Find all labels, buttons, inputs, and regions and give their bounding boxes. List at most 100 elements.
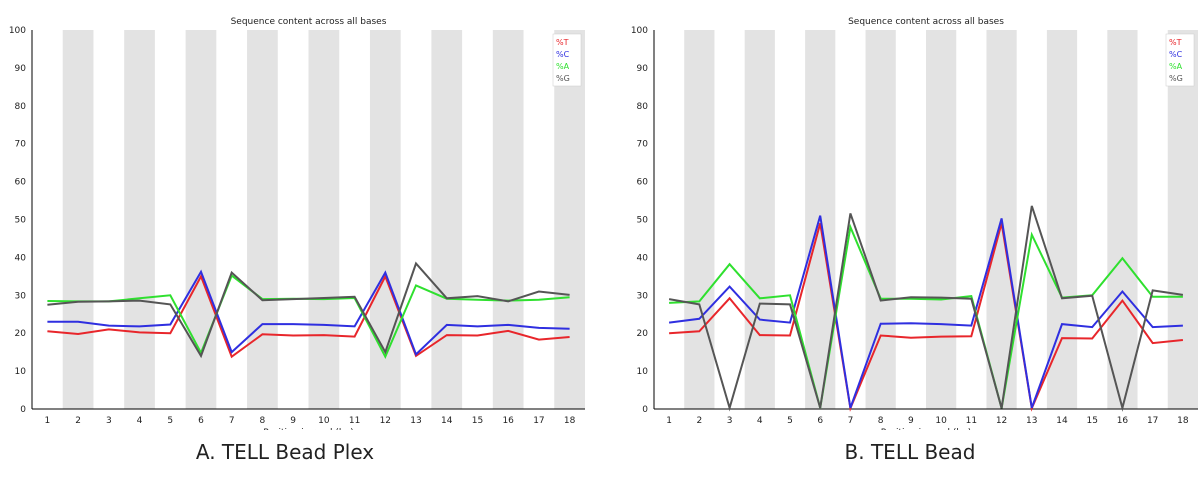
grid-band [247, 30, 278, 409]
legend-entry: %A [1169, 62, 1183, 71]
y-tick-label: 40 [15, 253, 27, 263]
y-tick-label: 100 [9, 26, 26, 36]
legend-entry: %A [556, 62, 570, 71]
y-tick-label: 90 [15, 64, 27, 74]
grid-band [124, 30, 155, 409]
legend-box [1165, 33, 1195, 87]
y-tick-label: 60 [637, 178, 649, 188]
chart-a-tell-bead-plex: Sequence content across all bases 0 10 20 30… [9, 17, 585, 430]
x-tick-label: 6 [198, 416, 204, 426]
x-tick-label: 18 [564, 416, 576, 426]
series-line-pct-c [668, 215, 1183, 409]
x-tick-label: 15 [1086, 416, 1097, 426]
x-tick-label: 2 [75, 416, 81, 426]
legend-box [552, 33, 582, 87]
chart-title: Sequence content across all bases [848, 17, 1004, 27]
x-tick-label: 16 [1117, 416, 1129, 426]
legend-entry: %T [1169, 38, 1182, 47]
y-tick-label: 30 [15, 291, 27, 301]
grid-band [369, 30, 401, 409]
y-tick-label: 70 [15, 140, 27, 150]
grid-band [554, 30, 585, 409]
y-tick-label: 100 [631, 26, 648, 36]
x-tick-label: 16 [502, 416, 514, 426]
y-tick-label: 20 [15, 329, 27, 339]
x-tick-label: 1 [44, 416, 50, 426]
x-tick-label: 13 [410, 416, 421, 426]
series-line-pct-t [47, 273, 570, 359]
x-tick-label: 17 [1147, 416, 1158, 426]
grid-band [62, 30, 94, 409]
series-line-pct-t [669, 223, 1184, 412]
y-tick-label: 10 [15, 367, 27, 377]
y-tick-label: 50 [637, 216, 649, 226]
legend-entry: %G [556, 74, 570, 83]
grid-band [185, 30, 217, 409]
x-axis-label: Position in read (bp) [263, 428, 354, 430]
chart-b-tell-bead: Sequence content across all bases 0 10 20 30… [631, 17, 1198, 430]
grid-band [492, 30, 524, 409]
grid-band [926, 30, 957, 409]
grid-band [744, 30, 775, 409]
x-tick-label: 5 [787, 416, 793, 426]
x-tick-label: 15 [472, 416, 483, 426]
panel-caption-b: B. TELL Bead [844, 440, 976, 464]
x-tick-label: 4 [137, 416, 143, 426]
legend-entry: %C [556, 50, 570, 59]
x-tick-label: 11 [966, 416, 977, 426]
series-line-pct-g [668, 205, 1184, 412]
grid-band [431, 30, 463, 409]
x-tick-label: 2 [696, 416, 702, 426]
x-tick-label: 3 [727, 416, 733, 426]
y-tick-label: 20 [637, 329, 649, 339]
x-tick-label: 8 [878, 416, 884, 426]
x-tick-label: 8 [260, 416, 266, 426]
chart-title: Sequence content across all bases [231, 17, 387, 27]
x-tick-label: 6 [817, 416, 823, 426]
x-tick-label: 10 [318, 416, 330, 426]
y-tick-label: 10 [637, 367, 649, 377]
y-tick-label: 0 [642, 405, 648, 415]
legend-entry: %T [556, 38, 569, 47]
panel-caption-a: A. TELL Bead Plex [195, 440, 375, 464]
x-tick-label: 7 [848, 416, 854, 426]
x-tick-label: 7 [229, 416, 235, 426]
x-tick-label: 14 [1056, 416, 1068, 426]
x-tick-label: 5 [167, 416, 173, 426]
grid-band [684, 30, 715, 409]
y-tick-label: 50 [15, 216, 27, 226]
x-tick-label: 18 [1177, 416, 1189, 426]
grid-band [865, 30, 896, 409]
series-line-pct-a [669, 223, 1183, 409]
y-tick-label: 90 [637, 64, 649, 74]
x-tick-label: 4 [757, 416, 763, 426]
y-tick-label: 60 [15, 178, 27, 188]
y-tick-label: 30 [637, 291, 649, 301]
grid-band [1107, 30, 1138, 409]
y-tick-label: 80 [15, 102, 27, 112]
grid-band [1046, 30, 1078, 409]
y-tick-label: 80 [637, 102, 649, 112]
x-tick-label: 9 [908, 416, 914, 426]
y-tick-label: 40 [637, 253, 649, 263]
x-tick-label: 10 [935, 416, 947, 426]
y-tick-label: 0 [20, 405, 26, 415]
series-line-pct-g [47, 261, 570, 359]
x-tick-label: 17 [533, 416, 544, 426]
x-tick-label: 12 [996, 416, 1007, 426]
x-tick-label: 3 [106, 416, 112, 426]
legend-entry: %G [1169, 74, 1183, 83]
x-tick-label: 9 [290, 416, 296, 426]
grid-band [1167, 30, 1198, 409]
x-tick-label: 12 [380, 416, 391, 426]
x-tick-label: 11 [349, 416, 360, 426]
y-tick-label: 70 [637, 140, 649, 150]
x-axis-label: Position in read (bp) [881, 428, 972, 430]
legend-entry: %C [1169, 50, 1183, 59]
x-tick-label: 1 [666, 416, 672, 426]
x-tick-label: 14 [441, 416, 453, 426]
x-tick-label: 13 [1026, 416, 1037, 426]
series-line-pct-c [47, 269, 570, 357]
grid-band [308, 30, 340, 409]
